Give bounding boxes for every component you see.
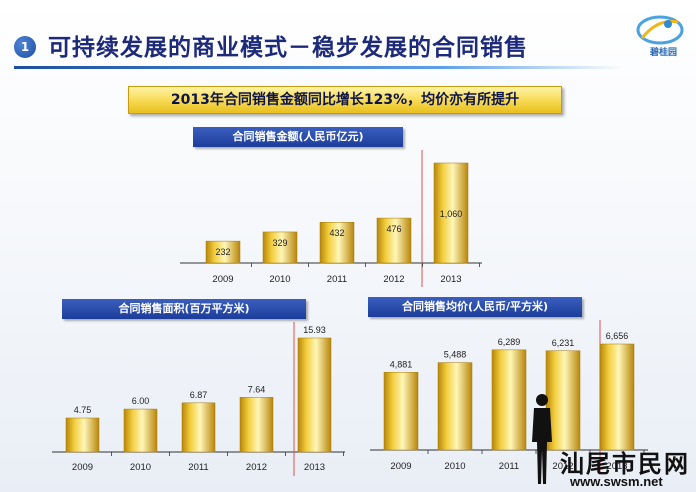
value-label-2012: 7.64: [248, 384, 266, 394]
bar-2009: [65, 417, 100, 453]
bar-2011: [319, 221, 355, 264]
bar-2011: [491, 349, 527, 451]
value-label-2012: 476: [386, 224, 401, 234]
category-label-2009: 2009: [212, 274, 233, 285]
step-number-badge: 1: [14, 36, 36, 58]
value-label-2010: 6.00: [132, 396, 150, 406]
category-label-2011: 2011: [327, 274, 347, 285]
category-label-2012: 2012: [552, 461, 573, 472]
category-label-2009: 2009: [72, 462, 93, 473]
category-label-2013: 2013: [304, 462, 325, 473]
category-label-2011: 2011: [499, 461, 519, 472]
slide-header: 1 可持续发展的商业模式－稳步发展的合同销售 碧桂园: [0, 0, 696, 92]
value-label-2012: 6,231: [552, 338, 575, 348]
category-label-2011: 2011: [188, 462, 208, 473]
value-label-2009: 4.75: [74, 405, 92, 415]
bar-2010: [123, 408, 158, 453]
category-label-2012: 2012: [246, 462, 267, 473]
chart-average-price: 4,881 2009 5,488 2010 6,289 2011 6,231 2012 6,65…: [370, 320, 648, 474]
bar-2013: [297, 337, 332, 453]
slide-title: 可持续发展的商业模式－稳步发展的合同销售: [48, 35, 528, 61]
category-label-2009: 2009: [390, 461, 411, 472]
bar-2010: [262, 231, 298, 264]
value-label-2011: 6.87: [190, 390, 208, 400]
bar-2009: [383, 372, 419, 451]
person-silhouette-icon: [532, 394, 552, 484]
watermark-url: www.swsm.net: [570, 474, 663, 489]
category-label-2013: 2013: [606, 461, 627, 472]
bar-2012: [239, 397, 274, 453]
bar-2011: [181, 402, 216, 453]
chart-sales-amount: 232 2009 329 2010 432 2011 476 2012 1,060 2013: [180, 150, 482, 287]
value-label-2013: 15.93: [303, 325, 326, 335]
category-label-2013: 2013: [440, 274, 461, 285]
value-label-2010: 5,488: [444, 350, 467, 360]
value-label-2009: 4,881: [390, 359, 413, 369]
chart-sales-area: 4.75 2009 6.00 2010 6.87 2011 7.64 2012 15.93 201…: [52, 322, 345, 476]
value-label-2009: 232: [215, 247, 230, 257]
title-underline: [14, 66, 624, 69]
value-label-2010: 329: [272, 238, 287, 248]
value-label-2011: 6,289: [498, 337, 521, 347]
watermark-text: 汕尾市民网: [560, 449, 690, 478]
bar-2012: [376, 217, 412, 264]
chart-title-sales-area: 合同销售面积(百万平方米): [62, 299, 306, 319]
category-label-2010: 2010: [444, 461, 465, 472]
category-label-2010: 2010: [269, 274, 290, 285]
bar-2012: [545, 350, 581, 451]
bar-2009: [205, 240, 241, 264]
bar-2010: [437, 362, 473, 451]
headline-banner: 2013年合同销售金额同比增长123%，均价亦有所提升: [128, 86, 562, 114]
category-label-2010: 2010: [130, 462, 151, 473]
logo-text: 碧桂园: [650, 48, 678, 58]
bar-2013: [599, 343, 635, 451]
chart-title-sales-amount: 合同销售金额(人民币亿元): [193, 127, 403, 147]
value-label-2013: 1,060: [440, 209, 463, 219]
bar-2013: [433, 162, 469, 264]
company-logo-icon: [636, 15, 684, 45]
value-label-2011: 432: [329, 228, 344, 238]
chart-title-average-price: 合同销售均价(人民币/平方米): [368, 297, 582, 317]
category-label-2012: 2012: [383, 274, 404, 285]
value-label-2013: 6,656: [606, 331, 629, 341]
